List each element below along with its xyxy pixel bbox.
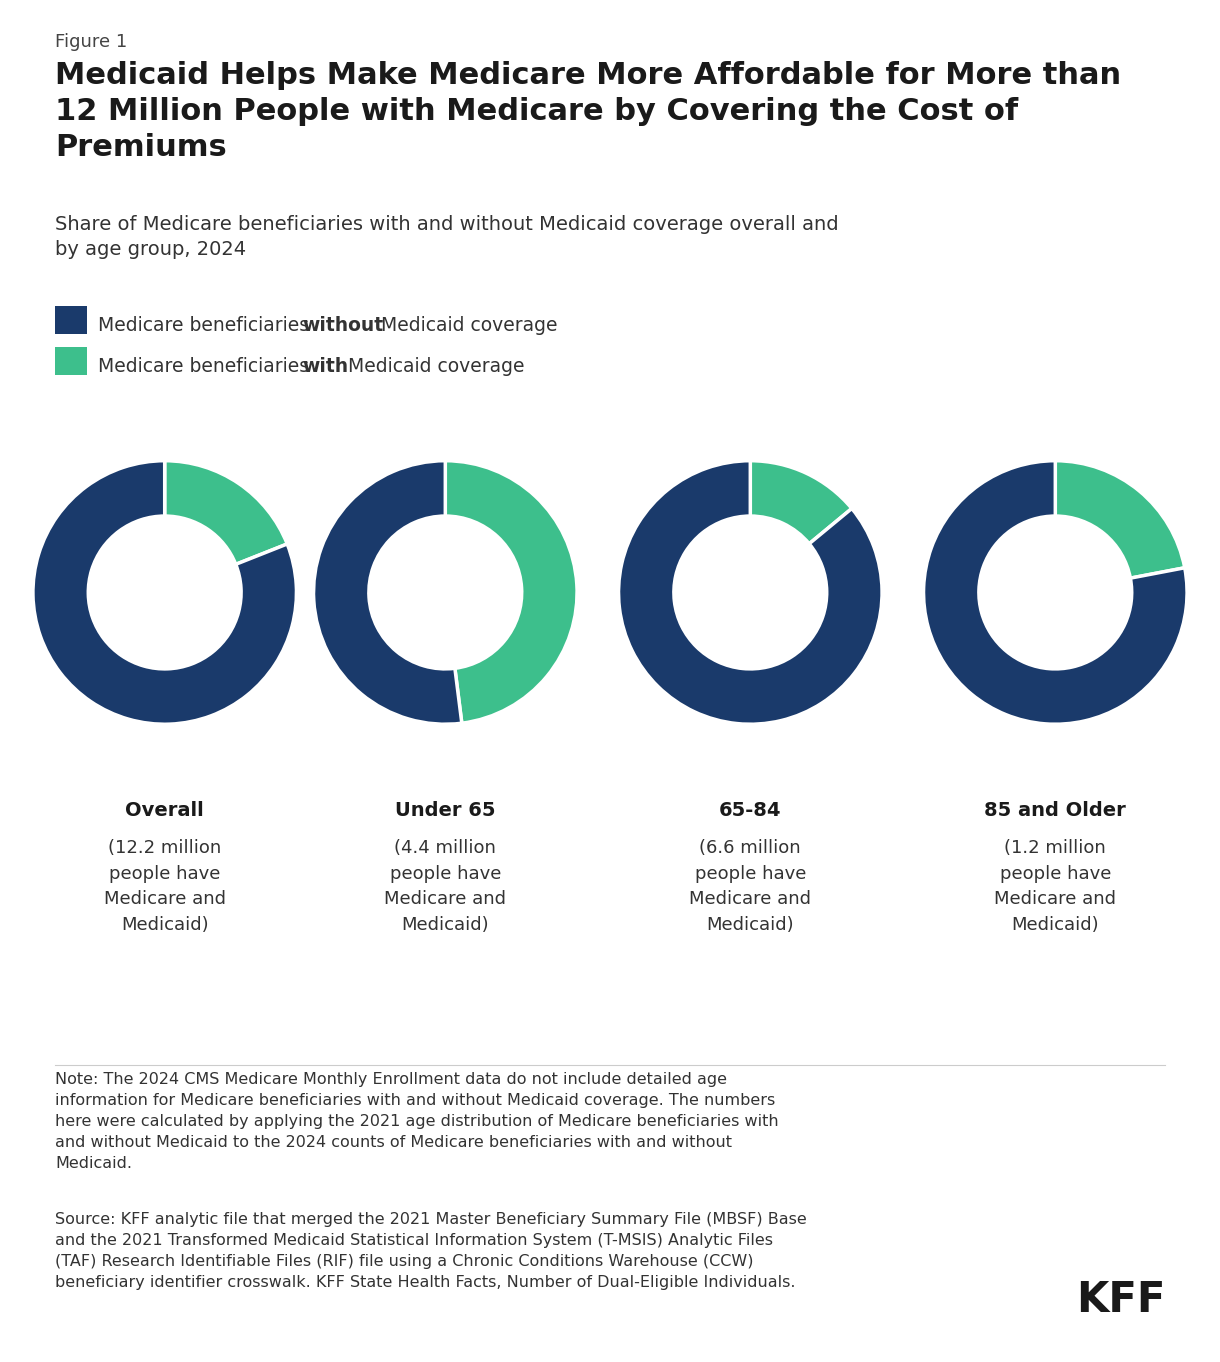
Circle shape	[978, 516, 1132, 669]
Wedge shape	[619, 460, 882, 725]
Text: (4.4 million
people have
Medicare and
Medicaid): (4.4 million people have Medicare and Me…	[384, 839, 506, 934]
Text: Figure 1: Figure 1	[55, 33, 127, 50]
Text: with: with	[303, 357, 349, 376]
Text: Medicare beneficiaries: Medicare beneficiaries	[98, 357, 315, 376]
Text: (1.2 million
people have
Medicare and
Medicaid): (1.2 million people have Medicare and Me…	[994, 839, 1116, 934]
Text: without: without	[303, 316, 383, 335]
Text: Under 65: Under 65	[395, 801, 495, 820]
Text: (12.2 million
people have
Medicare and
Medicaid): (12.2 million people have Medicare and M…	[104, 839, 226, 934]
Wedge shape	[1055, 460, 1185, 577]
Text: Note: The 2024 CMS Medicare Monthly Enrollment data do not include detailed age
: Note: The 2024 CMS Medicare Monthly Enro…	[55, 1072, 778, 1171]
Circle shape	[88, 516, 242, 669]
Text: Medicaid Helps Make Medicare More Affordable for More than
12 Million People wit: Medicaid Helps Make Medicare More Afford…	[55, 61, 1121, 162]
Wedge shape	[924, 460, 1187, 725]
Text: Source: KFF analytic file that merged the 2021 Master Beneficiary Summary File (: Source: KFF analytic file that merged th…	[55, 1212, 806, 1290]
Circle shape	[673, 516, 827, 669]
Wedge shape	[165, 460, 287, 564]
Text: Medicaid coverage: Medicaid coverage	[375, 316, 558, 335]
Wedge shape	[314, 460, 462, 725]
Text: Medicare beneficiaries: Medicare beneficiaries	[98, 316, 315, 335]
Text: 85 and Older: 85 and Older	[985, 801, 1126, 820]
Text: KFF: KFF	[1076, 1279, 1165, 1321]
Circle shape	[368, 516, 522, 669]
Text: (6.6 million
people have
Medicare and
Medicaid): (6.6 million people have Medicare and Me…	[689, 839, 811, 934]
Wedge shape	[750, 460, 852, 543]
Text: Medicaid coverage: Medicaid coverage	[342, 357, 525, 376]
Text: Share of Medicare beneficiaries with and without Medicaid coverage overall and
b: Share of Medicare beneficiaries with and…	[55, 215, 838, 259]
Text: 65-84: 65-84	[719, 801, 782, 820]
Wedge shape	[33, 460, 296, 725]
Text: Overall: Overall	[126, 801, 204, 820]
Wedge shape	[445, 460, 577, 723]
Bar	[55, 347, 87, 375]
Bar	[55, 306, 87, 334]
